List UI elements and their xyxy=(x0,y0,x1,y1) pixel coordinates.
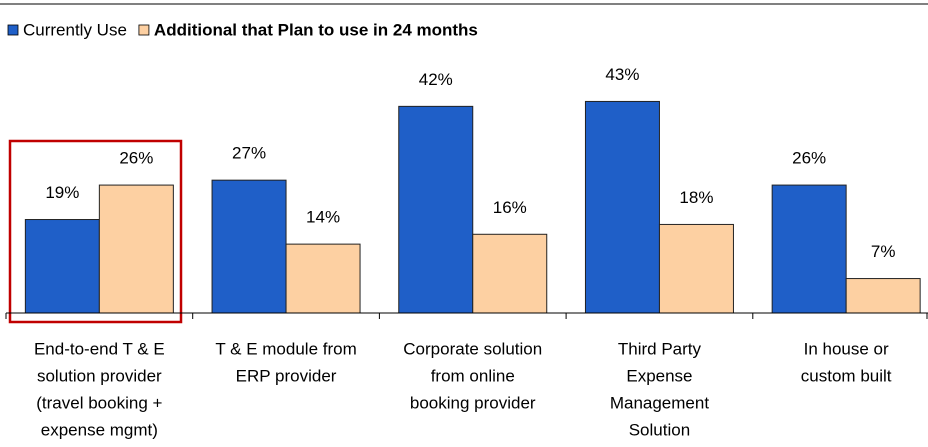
bar xyxy=(24,219,100,314)
x-tick-label: End-to-end T & E xyxy=(34,339,165,358)
value-label: 43% xyxy=(605,65,639,84)
legend-swatch xyxy=(138,24,150,36)
legend-label: Additional that Plan to use in 24 months xyxy=(154,20,478,39)
bar xyxy=(98,184,174,314)
bar xyxy=(658,223,734,314)
bar xyxy=(845,278,921,314)
x-tick-label: expense mgmt) xyxy=(41,420,158,439)
x-tick-label: solution provider xyxy=(37,366,162,385)
x-tick-label: ERP provider xyxy=(236,366,337,385)
value-label: 26% xyxy=(792,149,826,168)
bar xyxy=(211,179,287,314)
value-label: 16% xyxy=(493,198,527,217)
value-label: 26% xyxy=(119,149,153,168)
highlight-box xyxy=(8,139,183,324)
value-label: 19% xyxy=(45,183,79,202)
bar xyxy=(771,184,847,314)
legend-label: Currently Use xyxy=(23,20,127,39)
value-label: 7% xyxy=(871,242,896,261)
value-label: 18% xyxy=(679,188,713,207)
value-label: 14% xyxy=(306,208,340,227)
x-tick-label: custom built xyxy=(801,366,892,385)
x-tick-label: from online xyxy=(431,366,515,385)
x-tick-label: Management xyxy=(610,393,710,412)
x-tick-label: booking provider xyxy=(410,393,536,412)
x-tick-label: T & E module from xyxy=(215,339,356,358)
bar xyxy=(398,105,474,314)
x-tick-label: Corporate solution xyxy=(403,339,542,358)
legend-swatch xyxy=(7,24,19,36)
value-label: 27% xyxy=(232,144,266,163)
bar xyxy=(584,100,660,314)
x-tick-label: Third Party xyxy=(618,339,702,358)
x-tick-label: In house or xyxy=(804,339,889,358)
value-label: 42% xyxy=(419,70,453,89)
bar xyxy=(472,233,548,314)
x-tick-label: Solution xyxy=(629,420,690,439)
bar xyxy=(285,243,361,314)
x-tick-label: Expense xyxy=(626,366,692,385)
x-tick-label: (travel booking + xyxy=(36,393,162,412)
